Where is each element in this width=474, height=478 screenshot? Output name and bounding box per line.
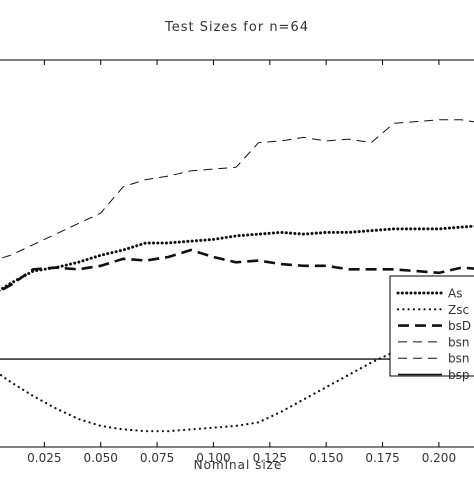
series-line-1 (0, 320, 474, 433)
legend-label-4: bsn (448, 352, 469, 366)
legend-label-5: bsp (448, 368, 470, 382)
chart-title: Test Sizes for n=64 (164, 20, 309, 35)
x-tick-label: 0.200 (422, 451, 456, 465)
legend: As Zsc bsD bsn bsn bsp (389, 275, 474, 382)
x-tick-label: 0.100 (196, 451, 230, 465)
series-line-0 (0, 224, 474, 292)
legend-label-3: bsn (448, 335, 469, 349)
x-axis-label: Nominal size (194, 458, 283, 472)
series-line-2 (0, 248, 474, 293)
x-tick-label: 0.075 (140, 451, 174, 465)
x-tick-label: 0.050 (84, 451, 118, 465)
plot-frame (0, 59, 474, 448)
series-line-3 (0, 119, 474, 260)
legend-label-0: As (448, 287, 462, 301)
x-tick-label: 0.025 (27, 451, 61, 465)
legend-label-1: Zsc (448, 303, 469, 317)
series-layer (0, 119, 474, 433)
x-tick-label: 0.175 (365, 451, 399, 465)
x-tick-label: 0.150 (309, 451, 343, 465)
legend-label-2: bsD (448, 319, 471, 333)
x-axis-ticks: 0.025 0.050 0.075 0.100 0.125 0.150 0.175 0.200… (27, 60, 456, 465)
x-tick-label: 0.125 (253, 451, 287, 465)
